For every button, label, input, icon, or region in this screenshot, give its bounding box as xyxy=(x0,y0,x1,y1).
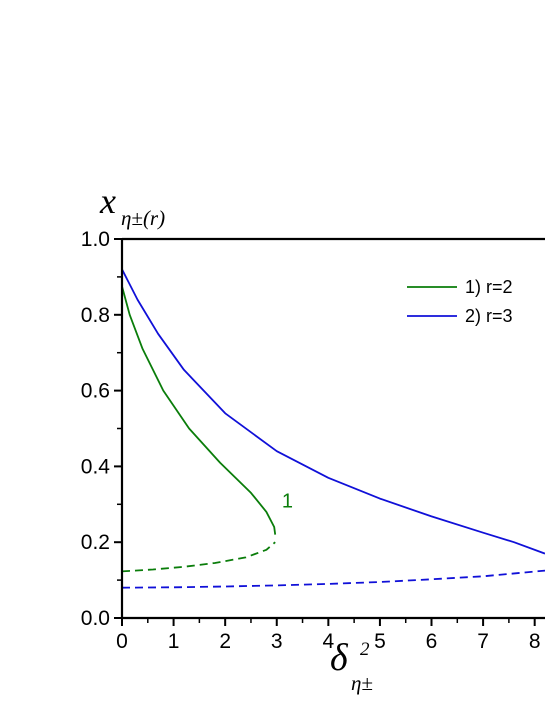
series-line-3 xyxy=(121,268,545,555)
x-axis-label-symbol: δ xyxy=(330,637,349,679)
legend: 1) r=2 2) r=3 xyxy=(407,277,513,326)
x-axis-label-subscript: η± xyxy=(351,671,373,695)
x-tick-label-1: 1 xyxy=(168,630,180,653)
curve-annotation-1: 1 xyxy=(282,491,293,513)
x-tick-label-8: 8 xyxy=(529,630,541,653)
series-line-1 xyxy=(121,286,277,535)
legend-label-1: 1) r=2 xyxy=(465,277,513,297)
y-tick-label-3: 0.6 xyxy=(81,380,110,403)
legend-label-2: 2) r=3 xyxy=(465,306,513,326)
x-tick-label-3: 3 xyxy=(271,630,283,653)
x-axis-label-superscript: 2 xyxy=(360,639,370,660)
x-tick-label-5: 5 xyxy=(374,630,386,653)
series-line-4 xyxy=(121,569,545,589)
y-tick-label-0: 0.0 xyxy=(81,607,110,630)
annotations: 1 xyxy=(282,491,293,513)
y-axis-label-symbol: x xyxy=(99,181,116,221)
x-tick-label-6: 6 xyxy=(426,630,438,653)
x-axis-label: δ 2 η± xyxy=(330,637,373,695)
y-tick-label-5: 1.0 xyxy=(81,228,110,251)
series-line-2 xyxy=(121,541,276,573)
x-tick-label-7: 7 xyxy=(477,630,489,653)
y-tick-label-2: 0.4 xyxy=(81,455,111,478)
plot-lines xyxy=(121,268,545,589)
x-tick-label-4: 4 xyxy=(322,630,334,653)
y-axis-label: x η±(r) xyxy=(99,181,165,230)
x-tick-label-2: 2 xyxy=(219,630,231,653)
ticks: 0 1 2 3 4 5 6 7 8 0.0 0.2 0.4 0.6 0.8 1.0 xyxy=(81,228,541,653)
x-tick-label-0: 0 xyxy=(116,630,128,653)
y-axis-label-subscript: η±(r) xyxy=(121,206,165,230)
y-tick-label-1: 0.2 xyxy=(81,531,110,554)
y-tick-label-4: 0.8 xyxy=(81,304,110,327)
